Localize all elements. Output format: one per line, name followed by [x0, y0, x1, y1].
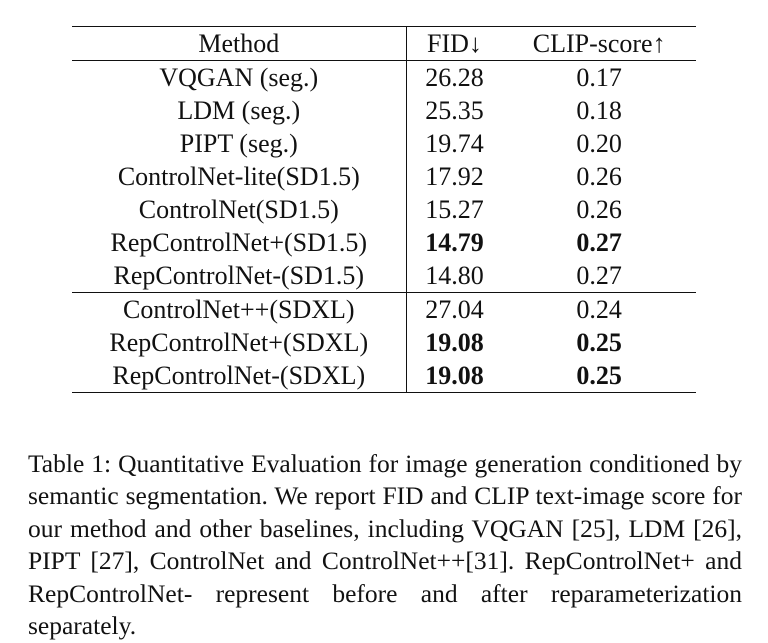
fid-cell: 25.35 — [406, 94, 502, 127]
results-table-container: Method FID↓ CLIP-score↑ VQGAN (seg.)26.2… — [72, 26, 696, 393]
table-header-row: Method FID↓ CLIP-score↑ — [72, 27, 696, 61]
clip-score-cell: 0.27 — [502, 259, 696, 293]
fid-cell: 14.80 — [406, 259, 502, 293]
method-cell: PIPT (seg.) — [72, 127, 406, 160]
results-table: Method FID↓ CLIP-score↑ VQGAN (seg.)26.2… — [72, 26, 696, 393]
header-fid: FID↓ — [406, 27, 502, 61]
clip-score-cell: 0.25 — [502, 326, 696, 359]
method-cell: LDM (seg.) — [72, 94, 406, 127]
fid-cell: 17.92 — [406, 160, 502, 193]
clip-score-cell: 0.26 — [502, 193, 696, 226]
clip-score-cell: 0.25 — [502, 359, 696, 393]
fid-cell: 27.04 — [406, 293, 502, 327]
clip-score-cell: 0.24 — [502, 293, 696, 327]
fid-cell: 15.27 — [406, 193, 502, 226]
fid-cell: 14.79 — [406, 226, 502, 259]
clip-score-cell: 0.26 — [502, 160, 696, 193]
fid-cell: 26.28 — [406, 61, 502, 95]
fid-cell: 19.08 — [406, 359, 502, 393]
header-method: Method — [72, 27, 406, 61]
clip-score-cell: 0.18 — [502, 94, 696, 127]
fid-cell: 19.74 — [406, 127, 502, 160]
caption-text: Quantitative Evaluation for image genera… — [28, 449, 742, 641]
method-cell: ControlNet-lite(SD1.5) — [72, 160, 406, 193]
method-cell: RepControlNet-(SD1.5) — [72, 259, 406, 293]
table-caption: Table 1: Quantitative Evaluation for ima… — [28, 448, 742, 643]
header-clip-score: CLIP-score↑ — [502, 27, 696, 61]
method-cell: RepControlNet+(SD1.5) — [72, 226, 406, 259]
method-cell: ControlNet(SD1.5) — [72, 193, 406, 226]
caption-label: Table 1: — [28, 449, 111, 478]
method-cell: VQGAN (seg.) — [72, 61, 406, 95]
clip-score-cell: 0.27 — [502, 226, 696, 259]
fid-cell: 19.08 — [406, 326, 502, 359]
method-cell: ControlNet++(SDXL) — [72, 293, 406, 327]
clip-score-cell: 0.20 — [502, 127, 696, 160]
method-cell: RepControlNet+(SDXL) — [72, 326, 406, 359]
method-cell: RepControlNet-(SDXL) — [72, 359, 406, 393]
clip-score-cell: 0.17 — [502, 61, 696, 95]
